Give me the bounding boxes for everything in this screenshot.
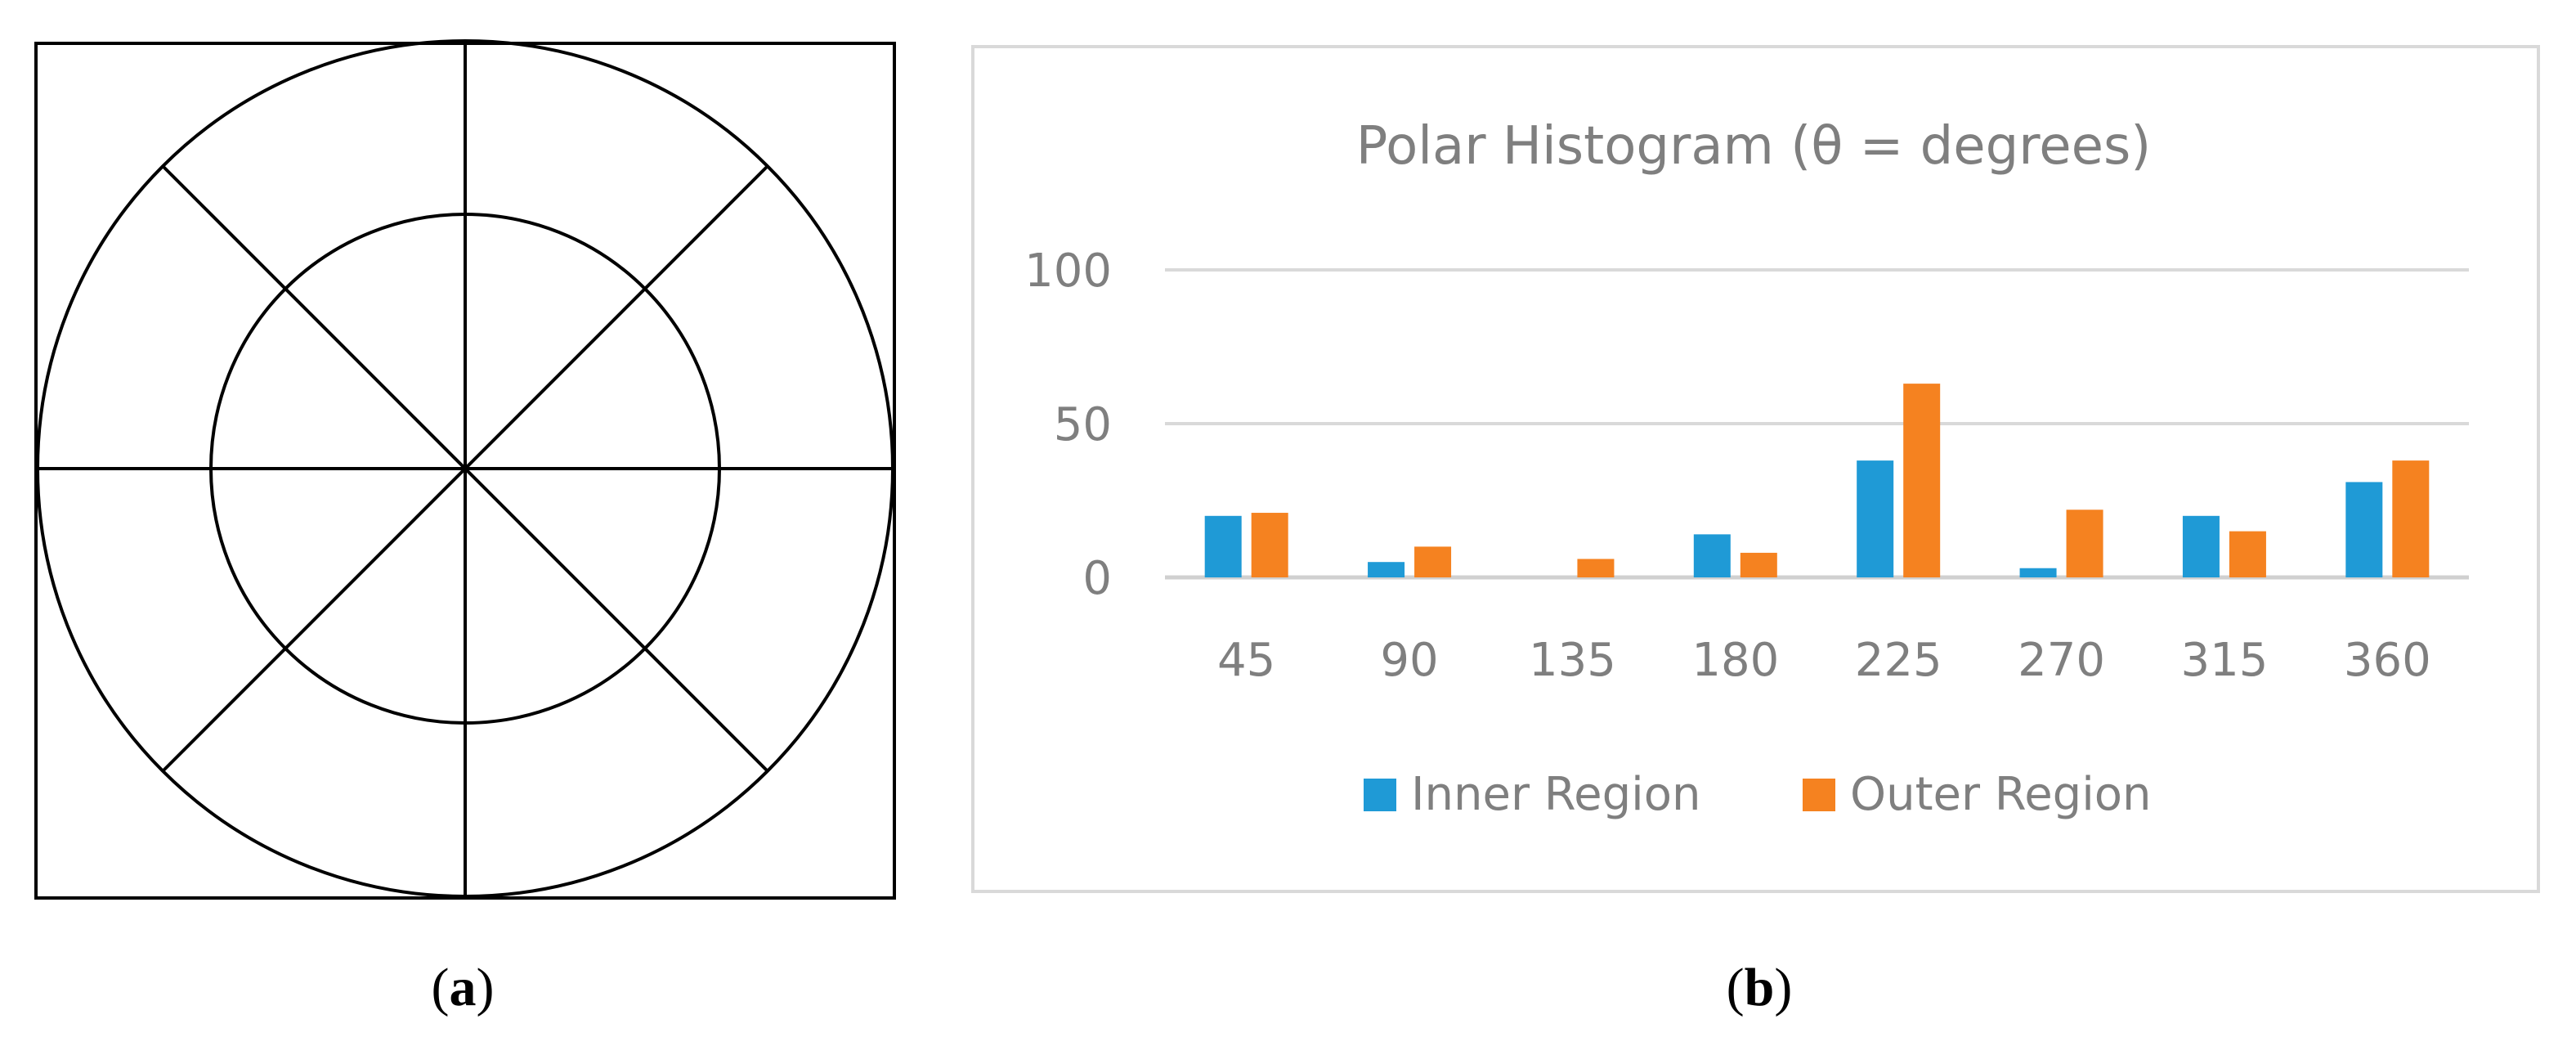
- y-tick-label: 0: [1082, 552, 1112, 605]
- bar-inner-225: [1857, 460, 1894, 577]
- bar-inner-360: [2345, 482, 2383, 577]
- x-tick-label: 180: [1691, 634, 1779, 687]
- bar-inner-270: [2019, 568, 2057, 577]
- legend-swatch-outer: [1803, 779, 1835, 811]
- x-tick-label: 360: [2344, 634, 2431, 687]
- x-tick-label: 90: [1380, 634, 1438, 687]
- bar-inner-180: [1693, 534, 1731, 577]
- legend-label-inner: Inner Region: [1411, 768, 1700, 821]
- x-tick-label: 315: [2180, 634, 2268, 687]
- legend-label-outer: Outer Region: [1850, 768, 2152, 821]
- y-axis-ticks: 0 50 100: [1024, 245, 1112, 605]
- bar-outer-360: [2392, 460, 2430, 577]
- chart-frame: [971, 45, 2540, 893]
- bar-outer-135: [1577, 559, 1615, 577]
- chart-title: Polar Histogram (θ = degrees): [1356, 116, 2152, 177]
- panel-b-caption: (b): [1726, 958, 1793, 1017]
- bar-inner-315: [2182, 515, 2220, 577]
- bars: [1204, 384, 2430, 577]
- y-tick-label: 50: [1054, 398, 1112, 451]
- x-tick-label: 135: [1529, 634, 1616, 687]
- panel-a-caption: (a): [431, 958, 495, 1017]
- legend-swatch-inner: [1364, 779, 1396, 811]
- legend: Inner Region Outer Region: [1364, 768, 2152, 821]
- bar-outer-270: [2066, 510, 2103, 577]
- x-tick-label: 270: [2018, 634, 2105, 687]
- y-tick-label: 100: [1024, 245, 1112, 298]
- diagonal-divider-2: [161, 164, 769, 773]
- bar-inner-45: [1204, 515, 1242, 577]
- x-tick-label: 45: [1217, 634, 1275, 687]
- bar-outer-225: [1903, 384, 1941, 577]
- bar-outer-90: [1414, 546, 1452, 577]
- x-axis-ticks: 45 90 135 180 225 270 315 360: [1217, 634, 2431, 687]
- x-tick-label: 225: [1855, 634, 1942, 687]
- bar-inner-90: [1368, 562, 1405, 577]
- bar-outer-180: [1740, 552, 1777, 577]
- bar-outer-315: [2229, 531, 2266, 577]
- bar-outer-45: [1251, 513, 1288, 577]
